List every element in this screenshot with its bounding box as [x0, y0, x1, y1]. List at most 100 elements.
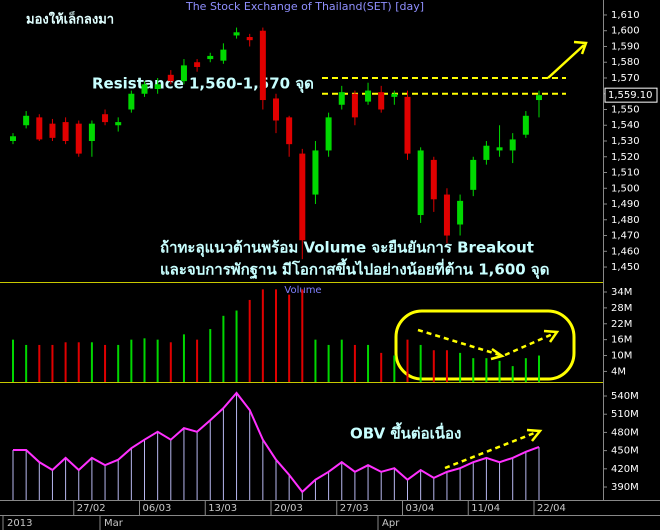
candle-body	[312, 150, 319, 195]
candle-body	[115, 122, 122, 126]
candle-body	[299, 153, 306, 241]
volume-bar	[12, 339, 14, 382]
volume-bar	[130, 339, 133, 382]
annotation: Resistance 1,560-1,570 จุด	[92, 75, 314, 94]
candle-body	[259, 30, 266, 101]
obv-line	[13, 391, 540, 494]
y-tick-label: 450M	[611, 446, 639, 457]
y-tick-label: 540M	[611, 391, 639, 402]
volume-bar	[117, 344, 120, 382]
candle-body	[246, 37, 253, 41]
x-tick-label: 06/03	[143, 503, 172, 514]
y-tick-label: 1,600	[611, 26, 640, 37]
candle-body	[522, 115, 529, 135]
volume-bar	[275, 289, 277, 382]
candle-body	[286, 117, 293, 145]
candle-body	[62, 122, 69, 141]
volume-bar	[209, 329, 212, 382]
y-tick-label: 28M	[611, 303, 632, 314]
candle-body	[378, 92, 385, 110]
candle-body	[233, 32, 240, 36]
volume-bar	[77, 342, 80, 382]
y-tick-label: 1,510	[611, 168, 640, 179]
annotation: และจบการพักฐาน มีโอกาสขึ้นไปอย่างน้อยที่…	[160, 258, 549, 280]
candle-body	[391, 93, 398, 97]
y-tick-label: 1,450	[611, 262, 640, 273]
period-label: Mar	[104, 518, 124, 529]
volume-bar	[327, 344, 330, 382]
candle-body	[404, 96, 411, 154]
candle-body	[128, 93, 135, 110]
volume-bar	[367, 344, 370, 382]
y-tick-label: 16M	[611, 335, 632, 346]
volume-bar	[419, 344, 422, 382]
volume-bar	[25, 344, 28, 382]
arrow	[504, 331, 556, 357]
arrow-head	[490, 347, 505, 361]
volume-bar	[314, 339, 317, 382]
candle-body	[496, 147, 503, 151]
x-tick-label: 20/03	[274, 503, 303, 514]
candle-body	[443, 194, 450, 236]
volume-bar	[235, 310, 238, 382]
volume-bar	[340, 339, 343, 382]
volume-bar	[169, 342, 172, 382]
volume-bar	[196, 339, 199, 382]
arrow-head	[573, 40, 588, 55]
period-label: 2013	[7, 518, 32, 529]
candle-body	[351, 93, 358, 118]
y-tick-label: 480M	[611, 427, 639, 438]
x-tick-label: 03/04	[406, 503, 435, 514]
volume-bar	[393, 355, 396, 382]
arrow	[547, 44, 585, 79]
candle-body	[457, 200, 464, 225]
volume-bar	[64, 342, 67, 382]
volume-bar	[51, 344, 54, 382]
x-tick-label: 22/04	[537, 503, 566, 514]
y-tick-label: 510M	[611, 409, 639, 420]
x-tick-label: 27/03	[340, 503, 369, 514]
y-tick-label: 1,490	[611, 199, 640, 210]
candle-body	[430, 159, 437, 200]
y-tick-label: 10M	[611, 351, 632, 362]
candle-body	[102, 114, 109, 123]
volume-bar	[353, 344, 356, 382]
arrow-head	[526, 428, 543, 442]
y-tick-label: 22M	[611, 319, 632, 330]
volume-bar	[472, 358, 475, 382]
candle-body	[49, 123, 56, 138]
annotation: OBV ขึ้นต่อเนื่อง	[350, 422, 461, 443]
y-tick-label: 1,500	[611, 183, 640, 194]
candle-body	[207, 55, 214, 60]
candle-body	[509, 139, 516, 151]
volume-bar	[90, 342, 93, 382]
volume-bar	[261, 289, 264, 382]
volume-bar	[524, 358, 527, 382]
highlight-box	[394, 309, 576, 381]
chart-title: The Stock Exchange of Thailand(SET) [day…	[185, 0, 424, 13]
volume-bar	[288, 294, 291, 382]
candle-body	[141, 84, 148, 94]
candle-body	[273, 98, 279, 121]
x-tick-label: 13/03	[208, 503, 237, 514]
candle-body	[88, 123, 95, 141]
volume-bar	[222, 315, 225, 382]
y-tick-label: 1,520	[611, 152, 640, 163]
volume-bar	[248, 299, 251, 382]
volume-bar	[485, 358, 488, 382]
candle-body	[194, 62, 201, 67]
y-tick-label: 1,540	[611, 120, 640, 131]
candle-body	[10, 136, 16, 141]
volume-bar	[406, 339, 409, 382]
y-tick-label: 1,480	[611, 215, 640, 226]
x-tick-label: 27/02	[77, 503, 106, 514]
volume-bar	[459, 352, 462, 382]
y-tick-label: 1,590	[611, 41, 640, 52]
volume-bar	[498, 360, 501, 382]
y-tick-label: 1,580	[611, 57, 640, 68]
candle-body	[536, 95, 542, 101]
candle-body	[338, 92, 345, 105]
volume-bar	[380, 352, 383, 382]
